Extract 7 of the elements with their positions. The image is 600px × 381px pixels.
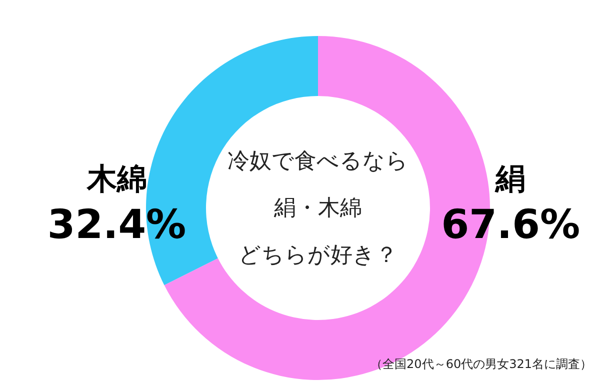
text: 絹・木綿 [273,196,362,221]
slice-label: 絹 [494,162,526,197]
text: どちらが好き？ [238,243,398,268]
text: （全国20代～60代の男女321名に調査） [370,357,592,371]
data-label: 67.6% [441,202,580,248]
slice-label: 木綿 [86,162,147,197]
text: 冷奴で食べるなら [228,149,408,174]
